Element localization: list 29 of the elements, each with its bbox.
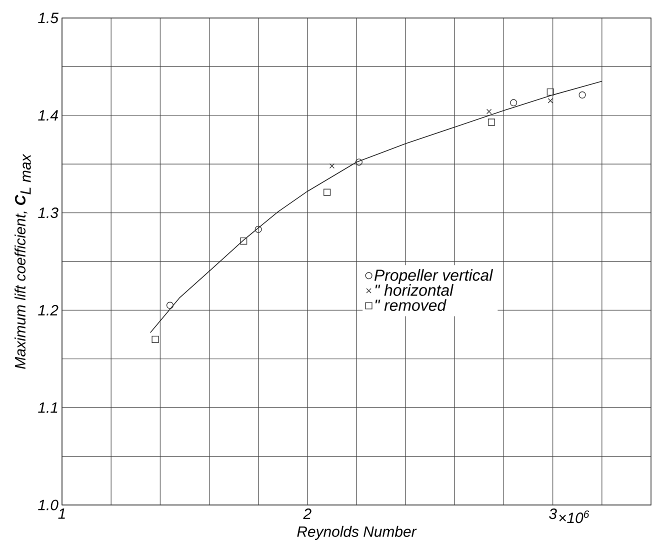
point (510, 99, 518, 106)
point (548, 98, 553, 104)
legend-label: " horizontal (375, 284, 454, 296)
text: ×10$^{6}$ (559, 510, 590, 524)
x-tick-label: 3 (549, 508, 557, 520)
y-axis-title: $\textit{Maximum lift coefficient, }\textbf{\textit{C}}_{\textit{L max}}$ (14, 154, 31, 369)
point (166, 302, 174, 309)
legend-label: " removed (375, 299, 446, 311)
point (546, 88, 554, 96)
y-tick-label: 1.3 (38, 207, 58, 218)
point (355, 158, 363, 166)
point (324, 188, 331, 196)
x-tick-label: 1 (58, 508, 65, 519)
x-axis-title: Reynolds Number (297, 526, 417, 540)
point (254, 226, 262, 233)
y-tick-label: 1.1 (38, 402, 58, 413)
point (488, 118, 496, 126)
point (486, 108, 492, 114)
point (152, 336, 159, 343)
y-tick-label: 1.0 (38, 500, 58, 510)
point (578, 91, 586, 98)
y-tick-label: 1.5 (38, 12, 59, 24)
point (240, 237, 248, 245)
legend-label: Propeller vertical (374, 269, 494, 284)
line-series (150, 80, 602, 333)
y-tick-label: 1.2 (38, 304, 58, 316)
x-tick-label: 2 (303, 508, 312, 519)
point (329, 163, 335, 169)
y-tick-label: 1.4 (38, 110, 58, 121)
